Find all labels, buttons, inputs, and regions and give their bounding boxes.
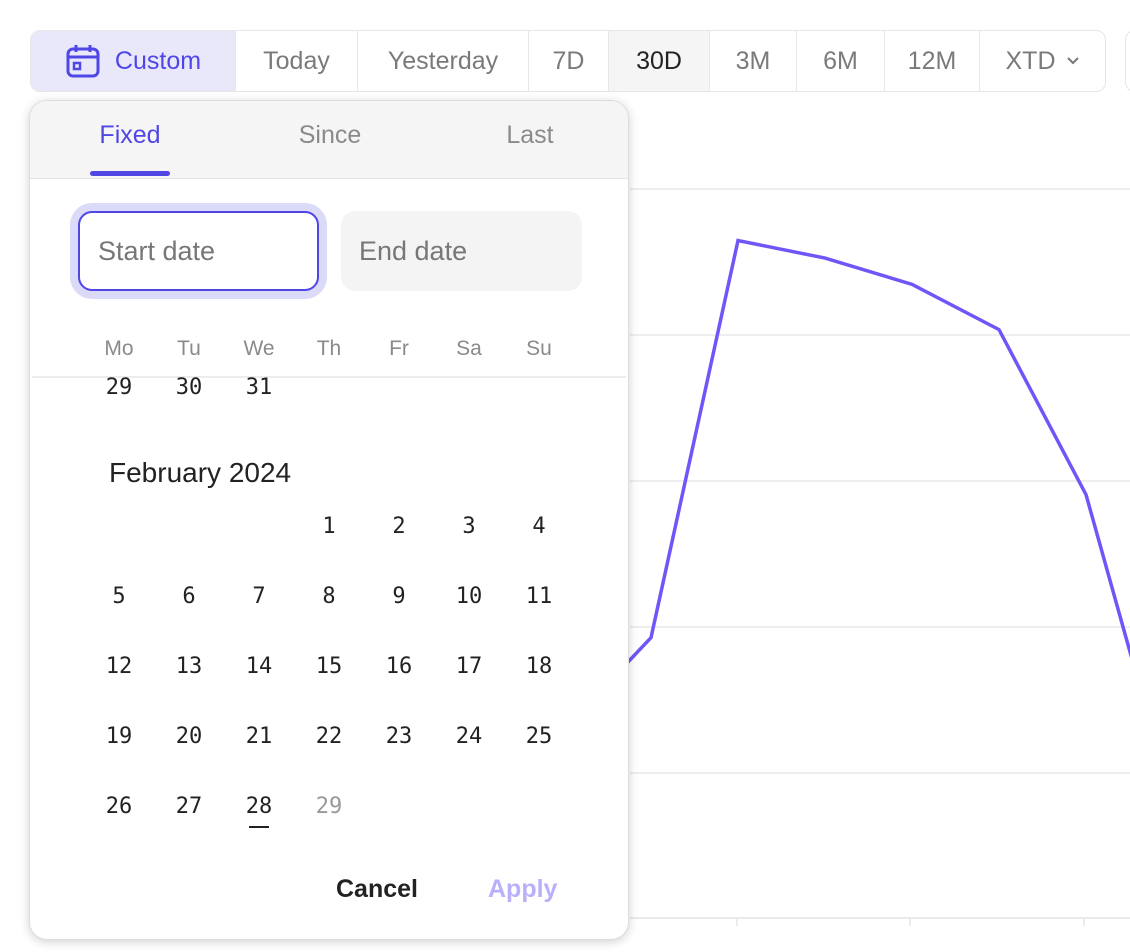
calendar-day[interactable]: 8 <box>322 584 336 609</box>
calendar-day[interactable]: 6 <box>182 584 196 609</box>
calendar-day[interactable]: 13 <box>175 654 203 679</box>
calendar-day[interactable]: 27 <box>175 794 203 819</box>
calendar-day[interactable]: 14 <box>245 654 273 679</box>
apply-button[interactable]: Apply <box>488 875 558 903</box>
weekday-label: Tu <box>177 337 201 360</box>
weekday-label: Fr <box>389 337 409 360</box>
calendar-day[interactable]: 20 <box>175 724 203 749</box>
tab-last[interactable]: Last <box>506 121 554 149</box>
series-line <box>562 238 1130 731</box>
weekday-divider <box>32 376 626 378</box>
calendar-day[interactable]: 28 <box>229 794 289 828</box>
picker-tabs: Fixed Since Last <box>30 101 628 179</box>
custom-range-button[interactable]: Custom <box>31 31 236 91</box>
weekday-label: Sa <box>456 337 482 360</box>
calendar-day[interactable]: 1 <box>322 514 336 539</box>
calendar-day[interactable]: 17 <box>455 654 483 679</box>
secondary-control[interactable] <box>1125 30 1130 92</box>
calendar-day[interactable]: 21 <box>245 724 273 749</box>
calendar-day-prev-month[interactable]: 31 <box>245 375 273 400</box>
calendar-day[interactable]: 26 <box>105 794 133 819</box>
calendar-day[interactable]: 4 <box>532 514 546 539</box>
end-date-input[interactable]: End date <box>341 211 582 291</box>
range-6m[interactable]: 6M <box>797 31 885 91</box>
calendar-day[interactable]: 15 <box>315 654 343 679</box>
range-7d[interactable]: 7D <box>529 31 609 91</box>
calendar-day[interactable]: 2 <box>392 514 406 539</box>
calendar-day[interactable]: 10 <box>455 584 483 609</box>
date-range-selector: Custom Today Yesterday 7D 30D 3M 6M 12M … <box>30 30 1106 92</box>
xtd-label: XTD <box>1005 46 1056 75</box>
start-date-input[interactable]: Start date <box>78 211 319 291</box>
custom-label: Custom <box>114 46 202 75</box>
calendar-day[interactable]: 22 <box>315 724 343 749</box>
calendar-day[interactable]: 24 <box>455 724 483 749</box>
month-title: February 2024 <box>109 457 292 488</box>
range-3m[interactable]: 3M <box>710 31 797 91</box>
weekday-label: Mo <box>104 337 134 360</box>
tab-fixed[interactable]: Fixed <box>60 121 200 176</box>
range-xtd-dropdown[interactable]: XTD <box>980 31 1105 91</box>
calendar-day[interactable]: 12 <box>105 654 133 679</box>
tab-since[interactable]: Since <box>298 121 362 149</box>
weekday-label: Su <box>526 337 552 360</box>
calendar-day[interactable]: 7 <box>252 584 266 609</box>
calendar-day[interactable]: 19 <box>105 724 133 749</box>
calendar-day-prev-month[interactable]: 29 <box>105 375 133 400</box>
chevron-down-icon <box>1066 57 1079 65</box>
range-today[interactable]: Today <box>236 31 358 91</box>
calendar-day[interactable]: 18 <box>525 654 553 679</box>
calendar-day[interactable]: 25 <box>525 724 553 749</box>
weekday-label: We <box>243 337 275 360</box>
weekday-label: Th <box>316 337 342 360</box>
date-picker-popover: Fixed Since Last Start date End date Mo T… <box>29 100 629 940</box>
range-30d[interactable]: 30D <box>609 31 710 91</box>
calendar-day[interactable]: 16 <box>385 654 413 679</box>
calendar-day[interactable]: 5 <box>112 584 126 609</box>
calendar-day: 29 <box>315 794 343 819</box>
calendar-day[interactable]: 23 <box>385 724 413 749</box>
calendar-icon <box>66 45 100 78</box>
calendar-day[interactable]: 9 <box>392 584 406 609</box>
calendar-day[interactable]: 3 <box>462 514 476 539</box>
calendar-day[interactable]: 11 <box>525 584 553 609</box>
cancel-button[interactable]: Cancel <box>336 875 418 903</box>
range-12m[interactable]: 12M <box>885 31 980 91</box>
range-yesterday[interactable]: Yesterday <box>358 31 529 91</box>
calendar-day-prev-month[interactable]: 30 <box>175 375 203 400</box>
